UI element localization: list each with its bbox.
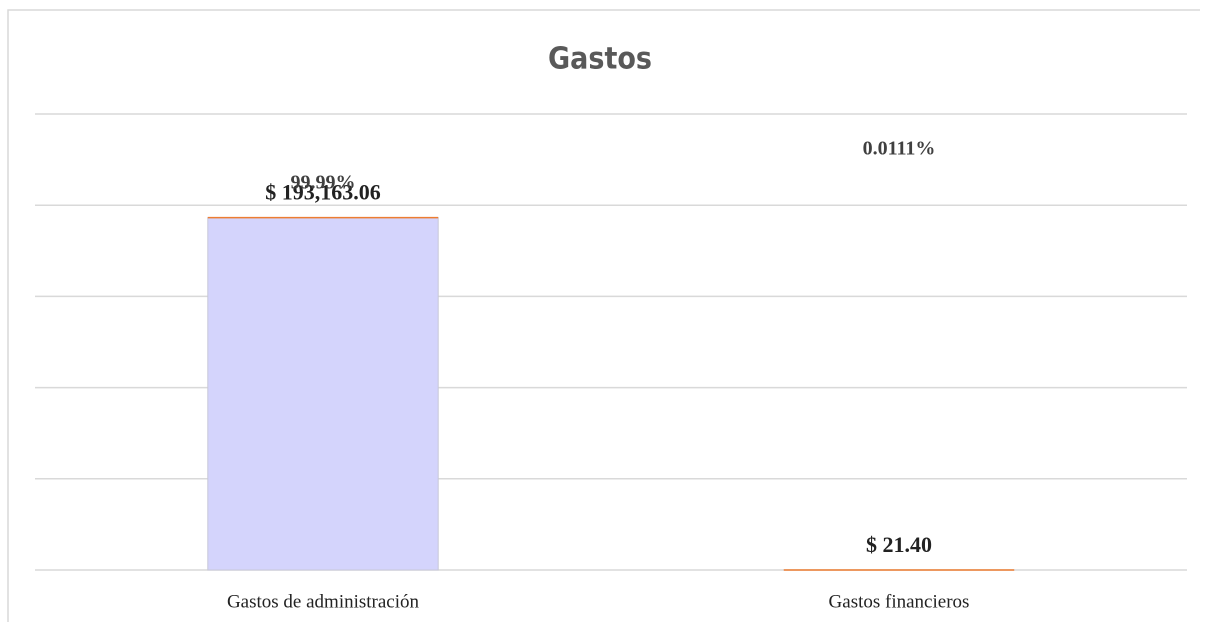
x-tick-label: Gastos financieros — [829, 591, 970, 612]
x-tick-label: Gastos de administración — [227, 591, 420, 612]
value-label: $ 21.40 — [866, 532, 932, 557]
bar — [207, 217, 439, 571]
chart-title: Gastos — [548, 42, 652, 77]
chart-frame — [7, 9, 1200, 622]
percent-label: 0.0111% — [863, 138, 936, 160]
value-label: $ 193,163.06 — [265, 180, 381, 205]
percent-label: 99.99% — [291, 171, 356, 193]
